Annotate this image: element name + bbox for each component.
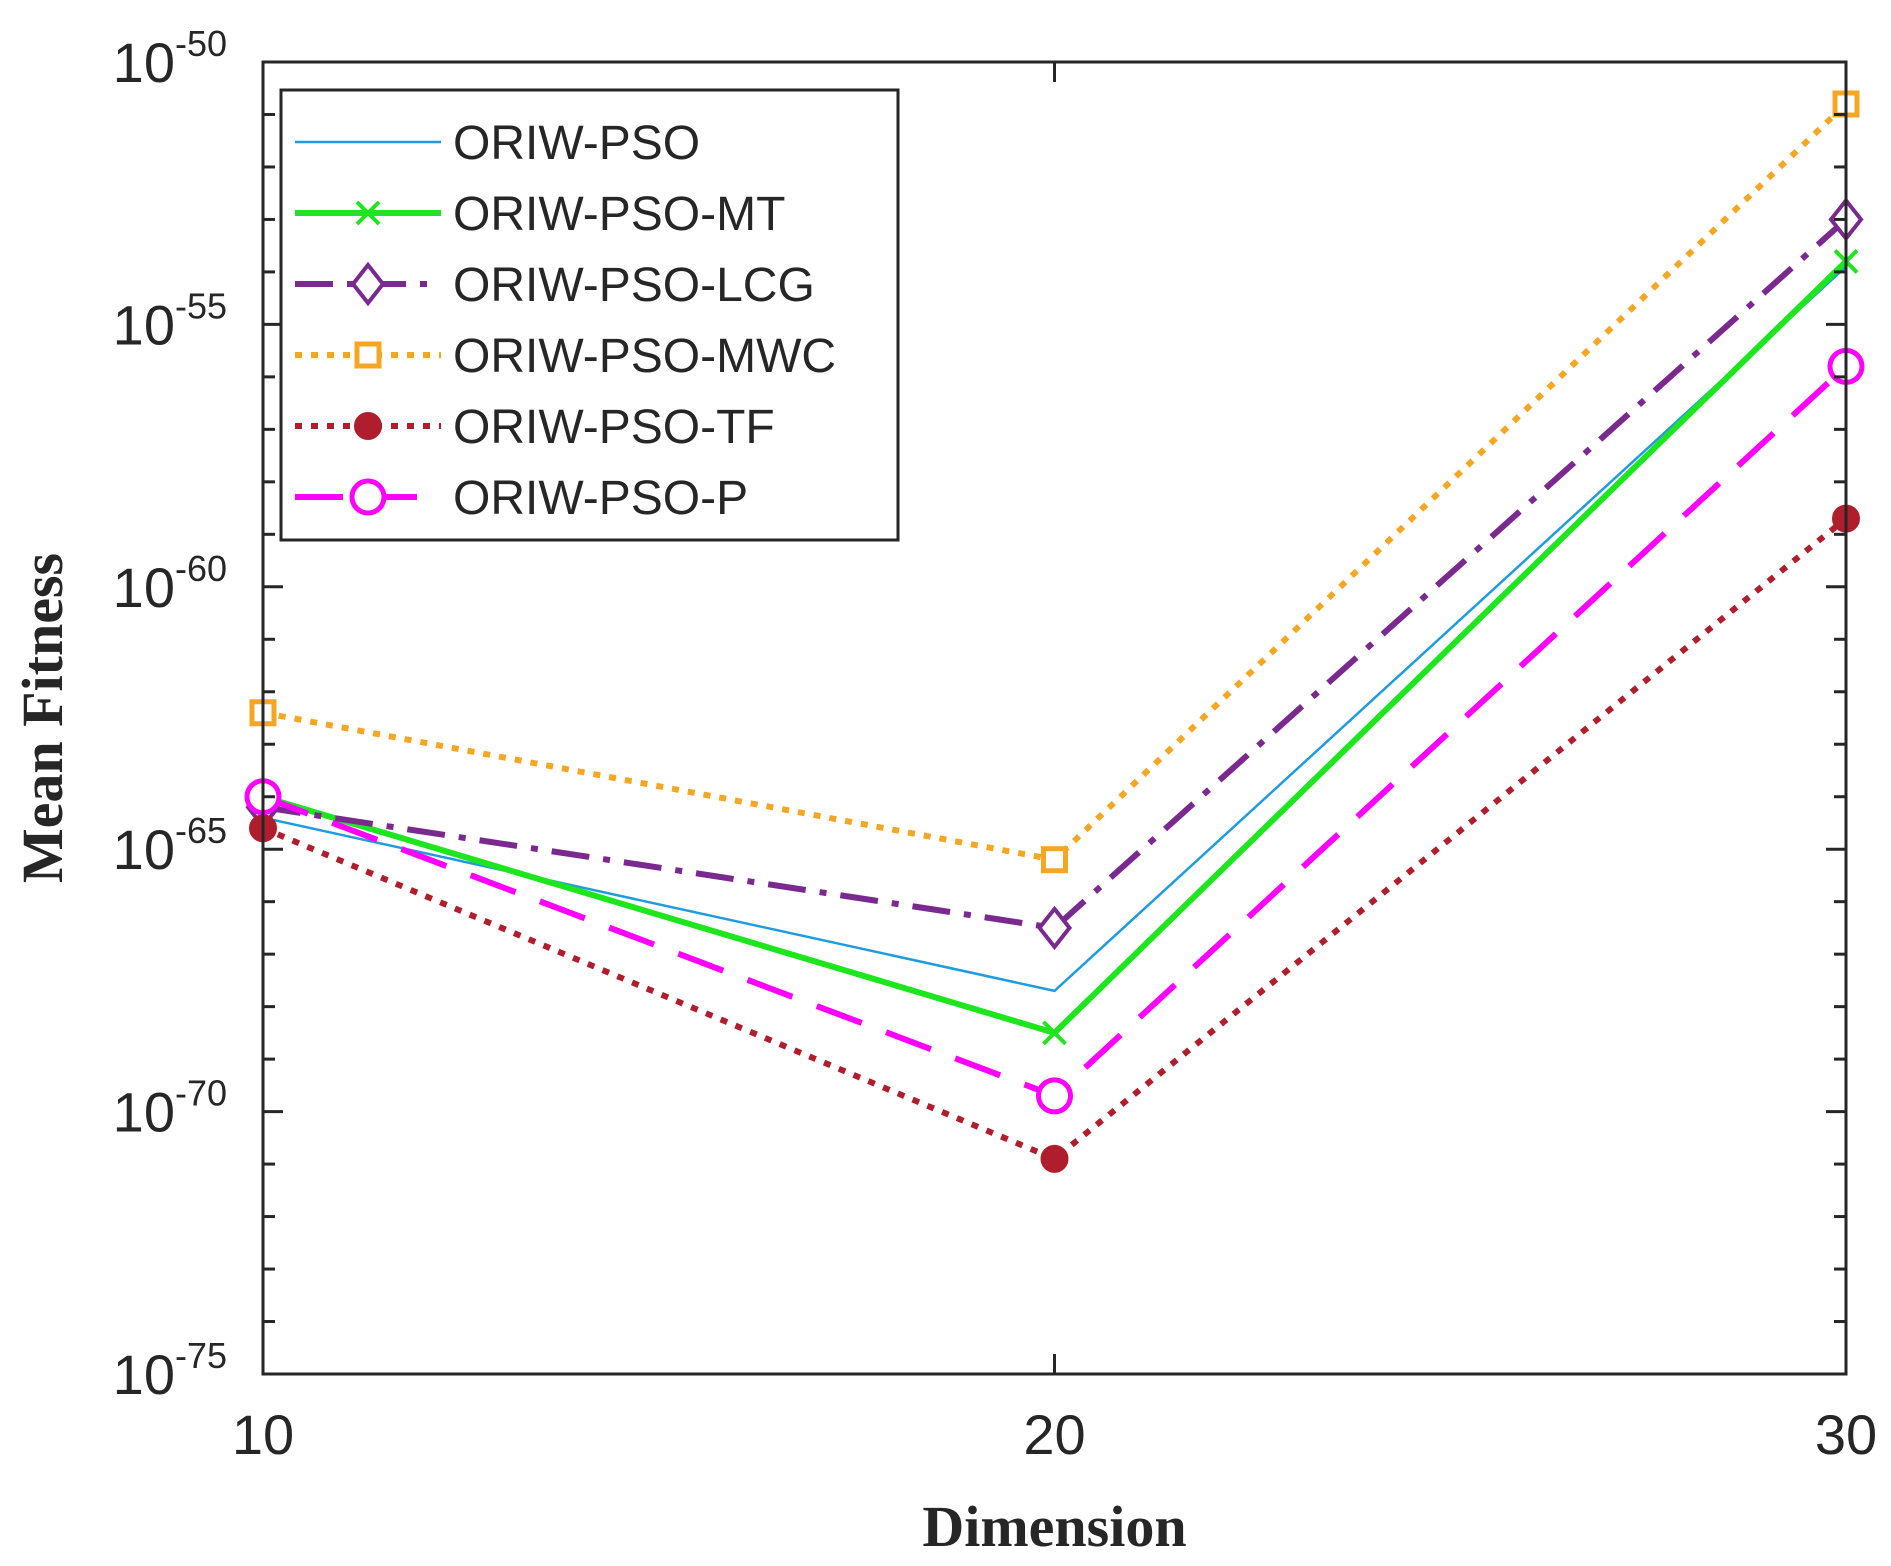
y-tick-label: 10-65 — [113, 810, 227, 881]
legend-marker-oriw-pso-p — [349, 478, 387, 516]
legend: ORIW-PSO ORIW-PSO-MT ORIW-PSO-LCG ORIW-PSO-… — [279, 88, 900, 542]
y-tick-label: 10-50 — [113, 23, 227, 94]
legend-label-oriw-pso: ORIW-PSO — [453, 117, 700, 170]
legend-marker-oriw-pso-mwc — [354, 341, 382, 369]
x-tick-label: 30 — [1815, 1403, 1877, 1466]
legend-marker-oriw-pso-lcg — [350, 261, 386, 307]
y-tick-label: 10-70 — [113, 1073, 227, 1144]
data-point-oriw-pso-tf-20 — [1040, 1144, 1069, 1173]
data-point-oriw-pso-mwc-20 — [1041, 846, 1068, 874]
data-point-oriw-pso-lcg-20 — [1036, 905, 1073, 951]
legend-label-oriw-pso-lcg: ORIW-PSO-LCG — [453, 259, 815, 312]
y-tick-label: 10-75 — [113, 1335, 227, 1406]
data-point-oriw-pso-p-20 — [1036, 1077, 1073, 1115]
legend-marker-oriw-pso-mt — [355, 200, 381, 226]
legend-label-oriw-pso-mt: ORIW-PSO-MT — [453, 188, 785, 241]
y-tick-label: 10-55 — [113, 285, 227, 356]
x-tick-label: 20 — [1023, 1403, 1085, 1466]
data-point-oriw-pso-mt-20 — [1042, 1020, 1067, 1046]
legend-marker-oriw-pso-tf — [354, 412, 382, 440]
x-axis-title: Dimension — [922, 1494, 1186, 1559]
y-axis-title: Mean Fitness — [10, 553, 75, 883]
legend-box — [279, 88, 900, 542]
x-tick-label: 10 — [232, 1403, 294, 1466]
legend-label-oriw-pso-tf: ORIW-PSO-TF — [453, 401, 775, 454]
y-tick-label: 10-60 — [113, 548, 227, 619]
series-line-oriw-pso-tf — [261, 516, 1848, 1163]
axes: 10-75 10-70 10-65 10-60 10-55 10-50 10 20 30 — [113, 23, 1877, 1466]
legend-label-oriw-pso-p: ORIW-PSO-P — [453, 472, 748, 525]
legend-label-oriw-pso-mwc: ORIW-PSO-MWC — [453, 330, 836, 383]
